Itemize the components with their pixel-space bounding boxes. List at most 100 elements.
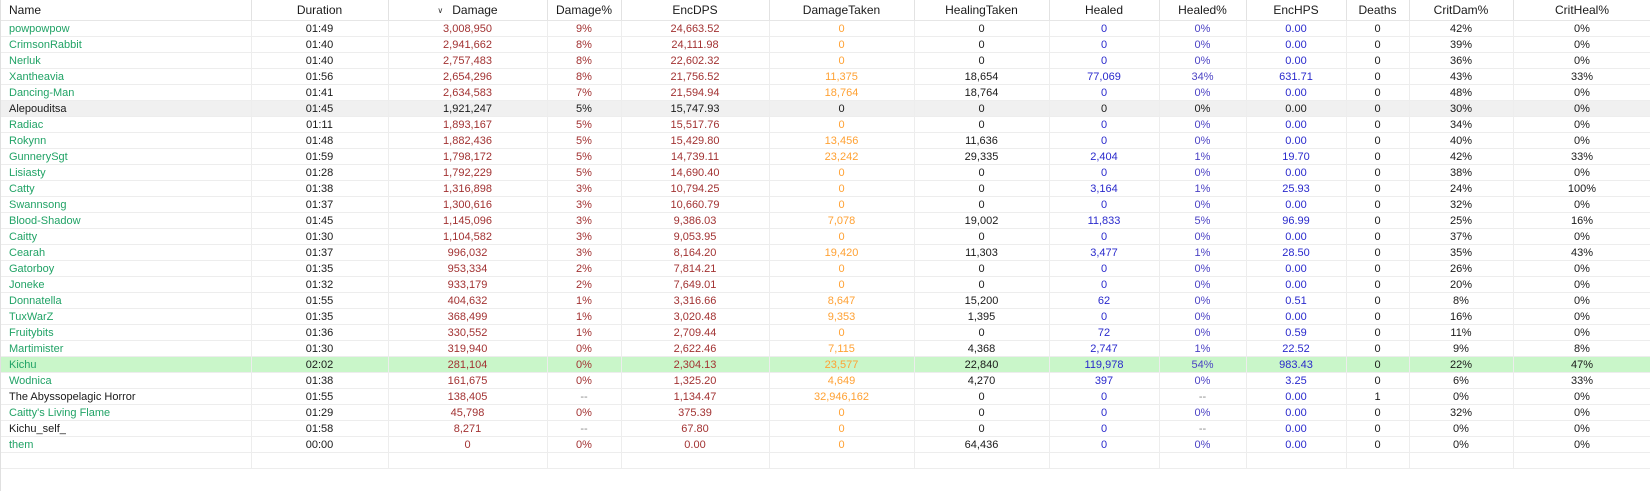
cell-enchps: 22.52 [1246,340,1347,357]
cell-damage_taken: 0 [769,404,915,421]
column-header-duration[interactable]: Duration [251,0,389,21]
cell-healed: 0 [1049,260,1160,277]
cell-critheal_pct: 0% [1513,404,1650,421]
table-row[interactable]: Cearah 01:37 996,032 3% 8,164.20 19,420 11,303… [1,244,1650,261]
cell-damage_taken: 23,242 [769,148,915,165]
cell-deaths: 0 [1346,436,1410,453]
cell-name: Alepouditsa [1,100,252,117]
cell-enchps: 0.00 [1246,308,1347,325]
cell-damage_pct: 1% [547,308,622,325]
cell-damage_pct: 3% [547,180,622,197]
cell-enchps: 28.50 [1246,244,1347,261]
table-row[interactable]: Xantheavia 01:56 2,654,296 8% 21,756.52 11,37… [1,68,1650,85]
cell-enchps: 96.99 [1246,212,1347,229]
cell-damage: 3,008,950 [388,20,548,37]
cell-deaths: 0 [1346,68,1410,85]
cell-encdps: 15,517.76 [621,116,770,133]
cell-critheal_pct: 33% [1513,148,1650,165]
table-row[interactable]: Caitty's Living Flame 01:29 45,798 0% 375.39… [1,404,1650,421]
cell-damage: 1,145,096 [388,212,548,229]
table-row[interactable]: Lisiasty 01:28 1,792,229 5% 14,690.40 0 0 0 0% 0.… [1,164,1650,181]
table-row[interactable]: Martimister 01:30 319,940 0% 2,622.46 7,115 4,… [1,340,1650,357]
cell-healed: 0 [1049,84,1160,101]
table-row[interactable]: Swannsong 01:37 1,300,616 3% 10,660.79 0 0 0 0% 0… [1,196,1650,213]
cell-encdps: 10,794.25 [621,180,770,197]
column-header-healed[interactable]: Healed [1049,0,1160,21]
cell-enchps: 0.00 [1246,132,1347,149]
table-row[interactable]: powpowpow 01:49 3,008,950 9% 24,663.52 0 0 0 0% 0… [1,20,1650,37]
column-header-encdps[interactable]: EncDPS [621,0,770,21]
cell-damage: 1,300,616 [388,196,548,213]
cell-damage_taken: 19,420 [769,244,915,261]
cell-enchps: 0.00 [1246,228,1347,245]
cell-critheal_pct: 8% [1513,340,1650,357]
table-row[interactable]: Dancing-Man 01:41 2,634,583 7% 21,594.94 18,7… [1,84,1650,101]
cell-healed: 397 [1049,372,1160,389]
cell-damage_taken: 11,375 [769,68,915,85]
cell-critheal_pct: 0% [1513,420,1650,437]
empty-cell [547,452,622,469]
cell-deaths: 0 [1346,212,1410,229]
table-row[interactable]: The Abyssopelagic Horror 01:55 138,405 -- 1,… [1,388,1650,405]
table-row[interactable]: Gatorboy 01:35 953,334 2% 7,814.21 0 0 0 0% 0.00 0… [1,260,1650,277]
table-row[interactable]: CrimsonRabbit 01:40 2,941,662 8% 24,111.98 0 0… [1,36,1650,53]
column-header-healed_pct[interactable]: Healed% [1159,0,1247,21]
column-header-damage_pct[interactable]: Damage% [547,0,622,21]
cell-duration: 01:40 [251,36,389,53]
cell-damage_taken: 0 [769,180,915,197]
cell-critdam_pct: 42% [1409,20,1514,37]
table-row[interactable]: Radiac 01:11 1,893,167 5% 15,517.76 0 0 0 0% 0.00… [1,116,1650,133]
cell-damage_pct: 3% [547,196,622,213]
column-header-damage[interactable]: ∨ Damage [388,0,548,21]
column-header-damage_taken[interactable]: DamageTaken [769,0,915,21]
cell-healing_taken: 0 [914,52,1050,69]
cell-deaths: 0 [1346,228,1410,245]
table-row[interactable]: Rokynn 01:48 1,882,436 5% 15,429.80 13,456 11,… [1,132,1650,149]
table-row[interactable]: Donnatella 01:55 404,632 1% 3,316.66 8,647 15,… [1,292,1650,309]
cell-encdps: 2,622.46 [621,340,770,357]
table-row[interactable]: Nerluk 01:40 2,757,483 8% 22,602.32 0 0 0 0% 0.00… [1,52,1650,69]
table-row[interactable]: them 00:00 0 0% 0.00 0 64,436 0 0% 0.00 0 0% 0% [1,436,1650,453]
column-header-critheal_pct[interactable]: CritHeal% [1513,0,1650,21]
table-row[interactable]: Fruitybits 01:36 330,552 1% 2,709.44 0 0 72 0% 0.… [1,324,1650,341]
cell-critheal_pct: 0% [1513,20,1650,37]
cell-healed: 2,747 [1049,340,1160,357]
cell-healed: 0 [1049,36,1160,53]
cell-duration: 01:35 [251,260,389,277]
cell-healed: 72 [1049,324,1160,341]
table-row[interactable]: Alepouditsa 01:45 1,921,247 5% 15,747.93 0 0 0 0… [1,100,1650,117]
cell-damage: 404,632 [388,292,548,309]
cell-healing_taken: 22,840 [914,356,1050,373]
column-header-enchps[interactable]: EncHPS [1246,0,1347,21]
cell-critdam_pct: 48% [1409,84,1514,101]
table-row[interactable]: GunnerySgt 01:59 1,798,172 5% 14,739.11 23,24… [1,148,1650,165]
cell-damage_taken: 0 [769,276,915,293]
cell-healed_pct: 0% [1159,36,1247,53]
table-row[interactable]: Caitty 01:30 1,104,582 3% 9,053.95 0 0 0 0% 0.00 0… [1,228,1650,245]
table-row[interactable]: Kichu 02:02 281,104 0% 2,304.13 23,577 22,840 1… [1,356,1650,373]
empty-cell [1246,452,1347,469]
empty-cell [1346,452,1410,469]
table-row[interactable]: Blood-Shadow 01:45 1,145,096 3% 9,386.03 7,07… [1,212,1650,229]
table-row[interactable]: TuxWarZ 01:35 368,499 1% 3,020.48 9,353 1,395 0… [1,308,1650,325]
cell-damage_pct: 3% [547,228,622,245]
table-row[interactable]: Wodnica 01:38 161,675 0% 1,325.20 4,649 4,270 3… [1,372,1650,389]
table-row[interactable]: Joneke 01:32 933,179 2% 7,649.01 0 0 0 0% 0.00 0 20… [1,276,1650,293]
cell-damage_pct: 0% [547,372,622,389]
cell-name: Martimister [1,340,252,357]
cell-name: Wodnica [1,372,252,389]
column-header-critdam_pct[interactable]: CritDam% [1409,0,1514,21]
cell-encdps: 21,756.52 [621,68,770,85]
cell-critdam_pct: 26% [1409,260,1514,277]
cell-name: Blood-Shadow [1,212,252,229]
cell-deaths: 0 [1346,324,1410,341]
cell-deaths: 1 [1346,388,1410,405]
column-header-deaths[interactable]: Deaths [1346,0,1410,21]
cell-damage_pct: 5% [547,148,622,165]
table-row[interactable]: Catty 01:38 1,316,898 3% 10,794.25 0 0 3,164 1% 2… [1,180,1650,197]
cell-name: Donnatella [1,292,252,309]
cell-encdps: 8,164.20 [621,244,770,261]
column-header-healing_taken[interactable]: HealingTaken [914,0,1050,21]
column-header-name[interactable]: Name [1,0,252,21]
table-row[interactable]: Kichu_self_ 01:58 8,271 -- 67.80 0 0 0 -- 0.00 0 0%… [1,420,1650,437]
